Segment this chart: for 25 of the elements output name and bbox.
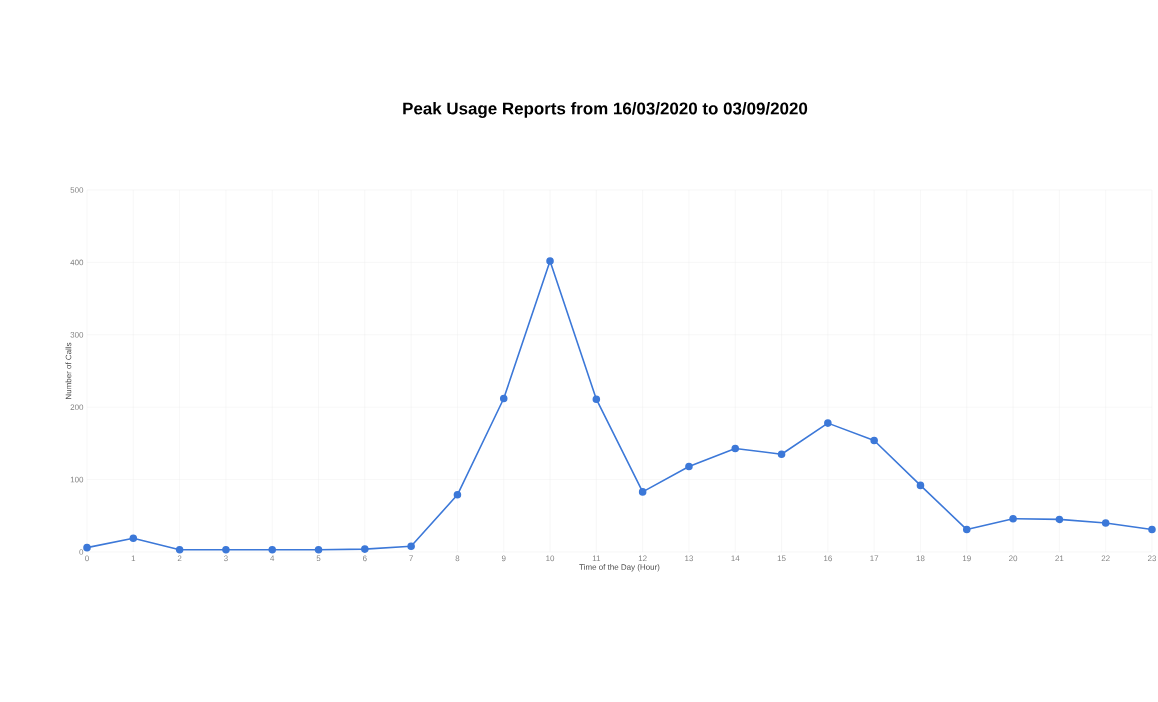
point bbox=[962, 525, 971, 534]
point bbox=[824, 419, 832, 427]
point bbox=[870, 436, 878, 445]
point bbox=[453, 491, 462, 499]
point bbox=[638, 488, 647, 496]
point bbox=[407, 542, 415, 550]
point bbox=[1148, 525, 1156, 534]
point bbox=[777, 450, 786, 459]
point bbox=[268, 546, 276, 554]
point bbox=[83, 543, 91, 552]
point bbox=[1101, 519, 1110, 527]
point bbox=[1009, 514, 1017, 523]
point bbox=[1055, 515, 1064, 524]
chart-title: Peak Usage Reports from 16/03/2020 to 03/09/2020 bbox=[403, 102, 808, 118]
point bbox=[916, 481, 925, 490]
point bbox=[731, 444, 740, 453]
point bbox=[499, 394, 508, 403]
point bbox=[361, 545, 369, 553]
point bbox=[175, 546, 184, 554]
point bbox=[685, 462, 693, 471]
point bbox=[592, 395, 601, 404]
point bbox=[129, 534, 138, 543]
point bbox=[222, 546, 230, 554]
point bbox=[546, 257, 554, 265]
point bbox=[314, 546, 323, 554]
